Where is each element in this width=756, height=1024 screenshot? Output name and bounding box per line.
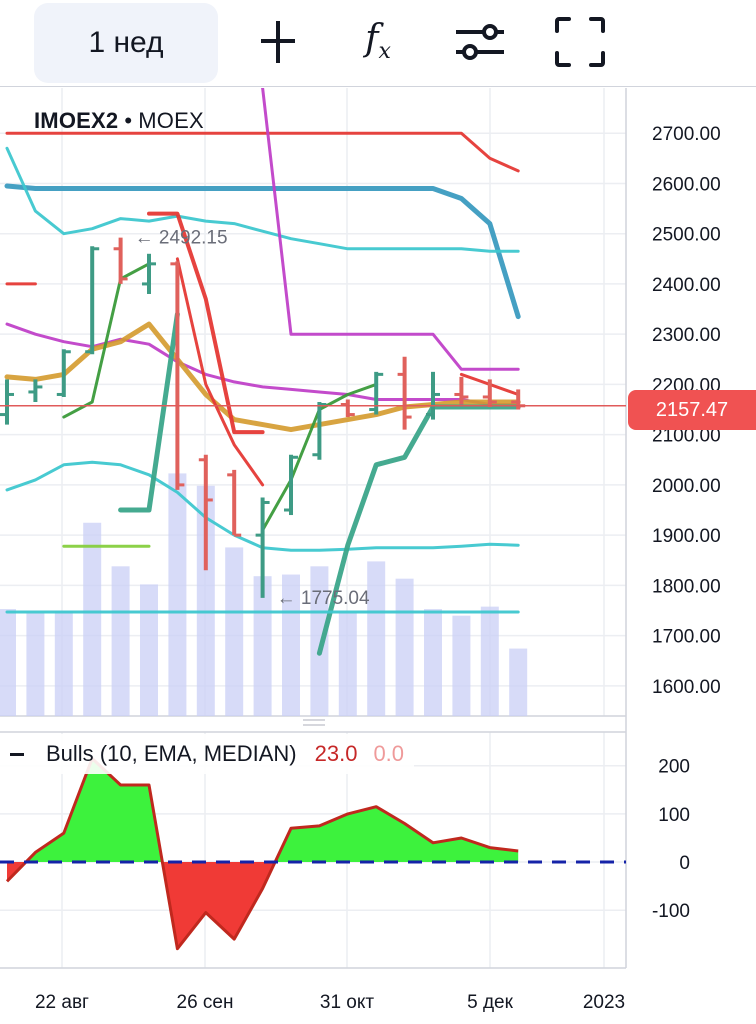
symbol-exchange: MOEX xyxy=(138,108,204,133)
overlay-line xyxy=(175,257,520,487)
settings-sliders-icon[interactable] xyxy=(450,12,510,72)
price-annotation: ← 1775.04 xyxy=(277,588,370,609)
volume-bar xyxy=(338,613,357,716)
overlay-line xyxy=(4,183,521,320)
last-price-tag: 2157.47 xyxy=(628,390,756,430)
bulls-area-negative xyxy=(162,862,276,949)
volume-bar xyxy=(424,609,442,716)
oscillator-axis-label: 0 xyxy=(679,853,690,874)
overlay-line xyxy=(118,311,521,656)
symbol-label: IMOEX2 • MOEX xyxy=(34,108,204,134)
overlay-line xyxy=(5,146,520,253)
volume-bar xyxy=(54,610,73,716)
oscillator-axis-label: -100 xyxy=(652,901,690,922)
volume-bar xyxy=(83,522,102,716)
volume-bar xyxy=(0,609,16,716)
legend-line-icon xyxy=(10,752,24,756)
overlay-line xyxy=(5,322,520,406)
main-pane-plot xyxy=(0,88,528,716)
price-axis-label: 2100.00 xyxy=(652,426,721,447)
price-axis-label: 2300.00 xyxy=(652,325,721,346)
volume-bar xyxy=(480,606,499,716)
volume-bar xyxy=(282,574,300,716)
volume-bar xyxy=(140,584,158,716)
fx-label: f xyxy=(365,17,379,59)
volume-bar xyxy=(310,566,329,716)
indicator-value-main: 23.0 xyxy=(314,741,358,766)
volume-bar xyxy=(111,566,130,716)
oscillator-axis-label: 100 xyxy=(658,805,690,826)
volume-bar xyxy=(452,615,471,716)
overlay-line xyxy=(147,211,265,435)
symbol-separator: • xyxy=(124,108,133,133)
price-axis-label: 1600.00 xyxy=(652,677,721,698)
indicator-value-secondary: 0.0 xyxy=(373,741,405,766)
overlay-line xyxy=(4,321,521,433)
overlay-line xyxy=(261,88,520,371)
price-axis-label: 2400.00 xyxy=(652,275,721,296)
price-axis-label: 1800.00 xyxy=(652,576,721,597)
indicator-legend[interactable]: Bulls (10, EMA, MEDIAN) 23.0 0.0 xyxy=(0,734,415,774)
toolbar-divider xyxy=(0,86,756,87)
bulls-area-positive xyxy=(275,806,519,863)
indicators-fx-icon[interactable]: fx xyxy=(348,12,408,72)
price-axis-label: 2700.00 xyxy=(652,124,721,145)
price-annotation: ← 2492.15 xyxy=(135,228,228,249)
time-axis-label: 5 дек xyxy=(467,992,513,1013)
volume-bar xyxy=(225,547,244,716)
price-axis-label: 2600.00 xyxy=(652,174,721,195)
volume-bar xyxy=(168,473,187,716)
volume-bar xyxy=(509,648,528,716)
volume-bar xyxy=(395,578,414,716)
time-axis-label: 31 окт xyxy=(320,992,375,1013)
crosshair-icon[interactable] xyxy=(248,12,308,72)
price-axis-label: 1700.00 xyxy=(652,627,721,648)
fullscreen-icon[interactable] xyxy=(550,12,610,72)
volume-bar xyxy=(196,485,215,716)
time-axis-label: 22 авг xyxy=(35,992,89,1013)
price-axis-label: 2500.00 xyxy=(652,225,721,246)
price-axis-label: 2000.00 xyxy=(652,476,721,497)
volume-bar xyxy=(26,613,45,716)
symbol-ticker: IMOEX2 xyxy=(34,108,119,133)
time-axis-label: 2023 xyxy=(583,992,625,1013)
overlay-line xyxy=(5,131,520,173)
volume-bar xyxy=(367,561,386,716)
price-axis-label: 1900.00 xyxy=(652,526,721,547)
bulls-area-negative xyxy=(7,862,26,882)
time-axis-label: 26 сен xyxy=(177,992,234,1013)
indicator-title: Bulls (10, EMA, MEDIAN) xyxy=(46,741,297,766)
overlay-line xyxy=(62,262,378,532)
oscillator-axis-label: 200 xyxy=(658,757,690,778)
interval-button[interactable]: 1 нед xyxy=(34,3,218,83)
fx-sub: x xyxy=(378,39,391,65)
chart-toolbar: 1 нед fx xyxy=(0,0,756,86)
